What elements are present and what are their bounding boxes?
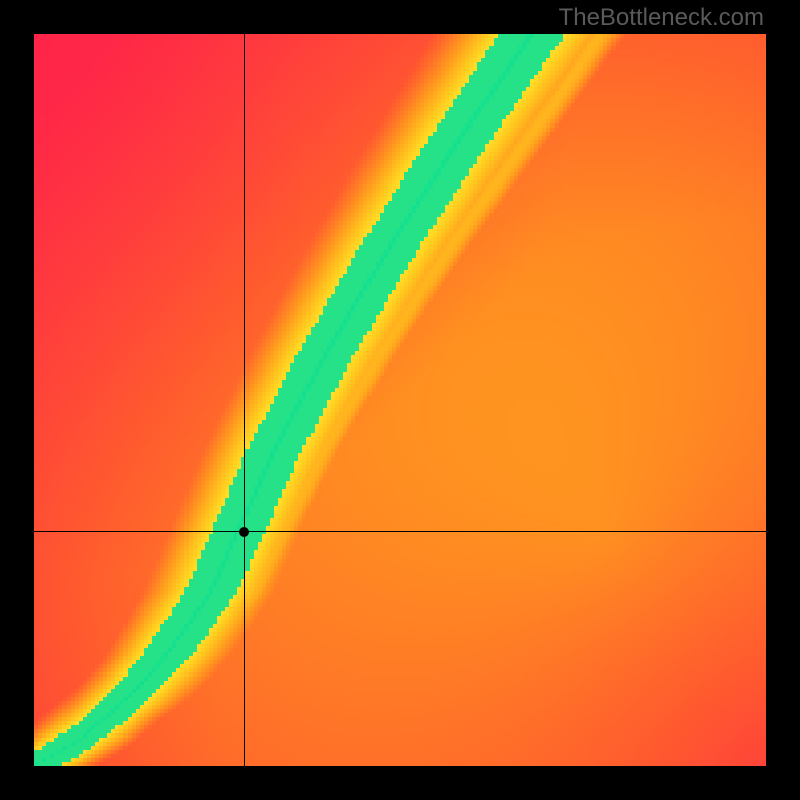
bottleneck-heatmap xyxy=(34,34,766,766)
crosshair-horizontal xyxy=(34,531,766,532)
crosshair-vertical xyxy=(244,34,245,766)
watermark-text: TheBottleneck.com xyxy=(559,4,764,32)
crosshair-dot xyxy=(239,527,249,537)
